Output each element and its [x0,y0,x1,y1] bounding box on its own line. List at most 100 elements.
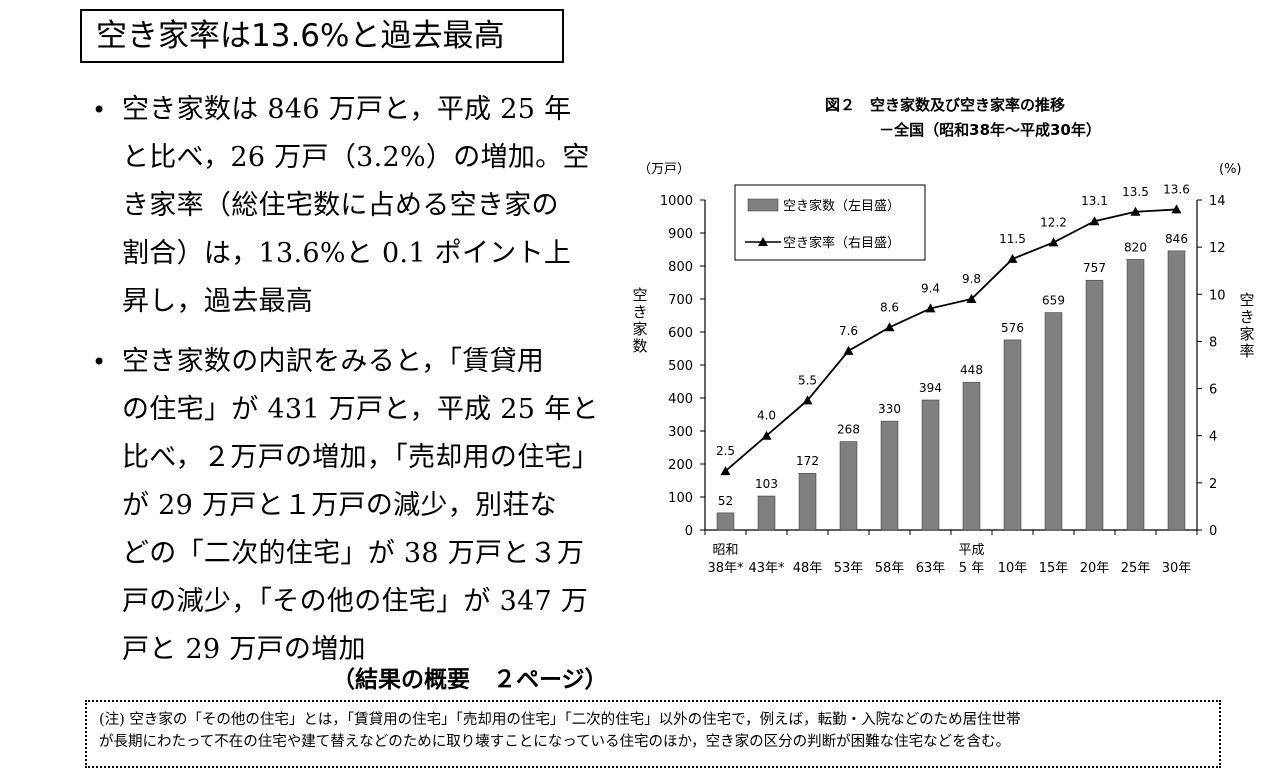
chart-title: 図２ 空き家数及び空き家率の推移 [825,96,1065,114]
right-axis-label: 空き家率 [1239,291,1254,360]
bullet-line: どの「二次的住宅」が 38 万戸と３万 [122,538,585,569]
rate-point [1130,206,1141,216]
left-tick-label: 200 [668,458,693,473]
legend-bar-swatch [747,198,779,212]
bar-value-label: 448 [960,363,983,377]
bar-value-label: 52 [718,494,733,508]
rate-value-label: 9.4 [921,281,940,295]
bullet-item: • 空き家数は 846 万戸と，平成 25 年 と比べ，26 万戸（3.2%）の… [90,86,610,326]
bullet-dot-icon: • [92,348,107,376]
bar-value-label: 757 [1083,261,1106,275]
left-tick-label: 400 [668,392,693,407]
left-tick-label: 600 [668,326,693,341]
bullet-line: 戸と 29 万戸の増加 [122,634,366,665]
bar [921,399,940,531]
left-tick-label: 900 [668,227,693,242]
bar [716,512,735,531]
rate-point [1089,216,1100,226]
summary-bullets: • 空き家数は 846 万戸と，平成 25 年 と比べ，26 万戸（3.2%）の… [90,86,610,674]
bar [757,495,776,531]
bullet-line: の住宅」が 431 万戸と，平成 25 年と [122,394,599,425]
bar-value-label: 846 [1165,232,1188,246]
rate-value-label: 4.0 [757,409,776,423]
left-tick-label: 700 [668,293,693,308]
bullet-line: 比べ，２万戸の増加，「売却用の住宅」 [122,442,600,473]
page-title: 空き家率は13.6%と過去最高 [80,9,564,63]
bar-value-label: 330 [878,402,901,416]
right-tick-label: 14 [1209,194,1226,209]
bullet-line: き家率（総住宅数に占める空き家の [122,190,559,221]
bar [1167,250,1186,531]
rate-line [724,208,1177,472]
bullet-line: 昇し，過去最高 [122,286,314,317]
rate-point [925,303,936,313]
x-tick-label: 53年 [834,561,864,576]
bar [1044,312,1063,531]
chart-subtitle: －全国（昭和38年～平成30年） [879,121,1101,139]
rate-point [966,294,977,303]
rate-point [1048,237,1059,247]
legend-box [734,184,926,261]
rate-point [720,466,731,476]
bar-value-label: 268 [837,423,860,437]
bar [1003,339,1022,531]
rate-value-label: 13.6 [1163,182,1190,196]
x-tick-label: 15年 [1039,561,1069,576]
left-tick-label: 300 [668,425,693,440]
rate-value-label: 9.8 [962,272,981,286]
rate-value-label: 5.5 [798,373,817,387]
rate-value-label: 13.5 [1122,185,1149,199]
x-tick-label: 63年 [916,561,946,576]
x-tick-label: 38年* [707,561,744,576]
x-tick-label: 58年 [875,561,905,576]
rate-value-label: 12.2 [1040,215,1067,229]
rate-value-label: 7.6 [839,324,858,338]
left-tick-label: 500 [668,359,693,374]
bar [839,441,858,531]
x-tick-label: 30年 [1162,561,1192,576]
bullet-line: が 29 万戸と１万戸の減少，別荘な [122,490,557,521]
rate-point [761,430,772,440]
bar-value-label: 172 [796,454,819,468]
x-tick-label: 43年* [748,561,785,576]
rate-value-label: 13.1 [1081,194,1108,208]
rate-point [843,345,854,355]
left-tick-label: 800 [668,260,693,275]
legend-bar-label: 空き家数（左目盛） [783,198,900,214]
x-tick-label: 48年 [793,561,823,576]
bar-value-label: 659 [1042,294,1065,308]
footnote-line: (注) 空き家の「その他の住宅」とは，「賃貸用の住宅」「売却用の住宅」「二次的住… [99,712,1021,728]
x-tick-label: 5 年 [959,561,984,576]
bullet-line: と比べ，26 万戸（3.2%）の増加。空 [122,142,590,173]
x-tick-label: 10年 [998,561,1028,576]
bullet-line: 割合）は，13.6%と 0.1 ポイント上 [122,238,572,269]
footnote-line: が長期にわたって不在の住宅や建て替えなどのために取り壊すことになっている住宅のほ… [99,734,1011,750]
rate-value-label: 11.5 [999,232,1026,246]
right-tick-label: 12 [1209,241,1226,256]
left-tick-label: 1000 [660,194,693,209]
rate-point [1007,253,1018,263]
left-tick-label: 0 [685,524,693,539]
right-tick-label: 10 [1209,288,1226,303]
bullet-line: 空き家数の内訳をみると，「賃貸用 [122,346,545,377]
bar [1085,279,1104,531]
right-axis-unit: (%) [1219,162,1242,177]
bullet-line: 戸の減少，「その他の住宅」が 347 万 [122,586,589,617]
rate-point [802,395,813,405]
left-axis-unit: （万戸） [638,162,690,177]
bullet-item: • 空き家数の内訳をみると，「賃貸用 の住宅」が 431 万戸と，平成 25 年… [90,338,610,674]
x-tick-label: 25年 [1121,561,1151,576]
right-tick-label: 2 [1209,477,1217,492]
x-tick-label: 20年 [1080,561,1110,576]
bar-value-label: 576 [1001,321,1024,335]
rate-value-label: 2.5 [716,444,735,458]
source-reference: （結果の概要 ２ページ） [332,667,608,693]
bar [798,472,817,531]
era-label: 平成 [958,543,984,558]
legend-line-label: 空き家率（右目盛） [783,235,900,251]
left-tick-label: 100 [668,491,693,506]
bar [880,420,899,531]
rate-value-label: 8.6 [880,300,899,314]
bullet-dot-icon: • [92,96,107,124]
right-tick-label: 4 [1209,430,1217,445]
